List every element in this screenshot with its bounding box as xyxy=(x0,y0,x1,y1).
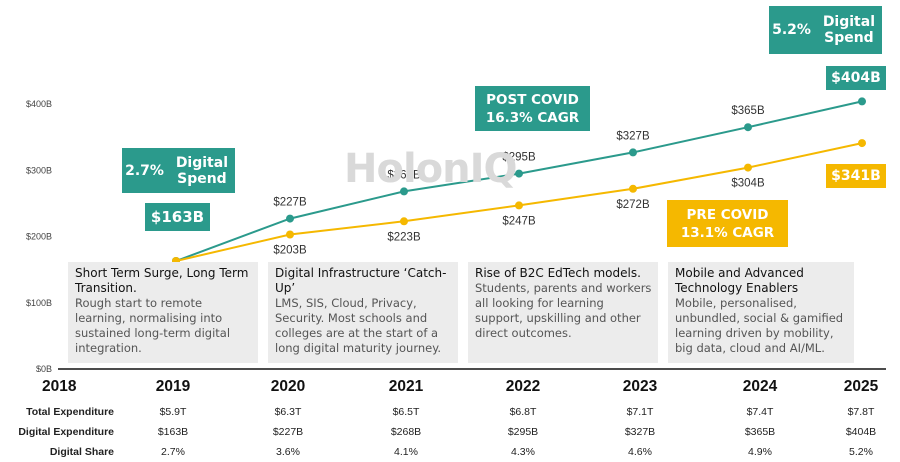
table-cell: $268B xyxy=(390,426,422,438)
end-value-pre-box: $341B xyxy=(826,164,886,188)
start-digital-pct: 2.7% xyxy=(125,162,164,179)
table-cell: $227B xyxy=(272,426,304,438)
expenditure-table: 2018 2019 2020 2021 2022 2023 2024 2025 … xyxy=(0,372,900,462)
data-point xyxy=(744,123,752,132)
callout-title: Short Term Surge, Long Term Transition. xyxy=(75,266,249,295)
table-cell: $6.5T xyxy=(392,406,420,418)
year-label: 2020 xyxy=(270,378,306,395)
start-value-box: $163B xyxy=(145,203,210,231)
end-digital-spend-box: 5.2% Digital Spend xyxy=(769,6,882,54)
year-label: 2024 xyxy=(742,378,778,395)
post-covid-box: POST COVID 16.3% CAGR xyxy=(475,86,590,131)
data-point xyxy=(286,214,294,223)
table-cell: $6.8T xyxy=(509,406,537,418)
data-point xyxy=(744,163,752,172)
pre-covid-box: PRE COVID 13.1% CAGR xyxy=(667,200,788,247)
table-row: Digital Expenditure $163B $227B $268B $2… xyxy=(0,422,900,442)
callout-2022: Rise of B2C EdTech models. Students, par… xyxy=(468,262,658,363)
data-label: $247B xyxy=(502,215,536,227)
row-label: Total Expenditure xyxy=(26,406,114,418)
data-label: $223B xyxy=(387,231,421,243)
pre-covid-title: PRE COVID xyxy=(686,206,769,223)
data-label: $365B xyxy=(731,105,765,117)
table-cell: 2.7% xyxy=(161,446,185,458)
data-label: $272B xyxy=(616,199,650,211)
table-cell: 4.1% xyxy=(394,446,418,458)
year-label: 2022 xyxy=(505,378,541,395)
callout-body: Rough start to remote learning, normalis… xyxy=(75,296,231,355)
table-cell: $365B xyxy=(744,426,776,438)
data-label: $295B xyxy=(502,152,536,164)
year-label: 2018 xyxy=(42,378,77,395)
data-point xyxy=(629,184,637,193)
callout-body: Mobile, personalised, unbundled, social … xyxy=(675,296,844,355)
year-header-row: 2018 2019 2020 2021 2022 2023 2024 2025 xyxy=(0,372,900,402)
data-label: $304B xyxy=(731,178,765,190)
year-label: 2021 xyxy=(388,378,424,395)
y-tick-label: $100B xyxy=(26,298,52,308)
table-cell: $7.8T xyxy=(847,406,875,418)
year-label: 2025 xyxy=(843,378,879,395)
table-cell: 4.3% xyxy=(511,446,535,458)
y-tick-label: $300B xyxy=(26,165,52,175)
data-label: $227B xyxy=(273,197,307,209)
row-label: Digital Expenditure xyxy=(18,426,114,438)
line-chart: $0B $100B $200B $300B $400B $227B $268B $295B $3… xyxy=(26,97,886,372)
watermark: HolonIQ xyxy=(344,146,518,192)
callout-title: Mobile and Advanced Technology Enablers xyxy=(675,266,804,295)
data-point xyxy=(400,187,408,196)
table-cell: 4.9% xyxy=(748,446,772,458)
callout-body: LMS, SIS, Cloud, Privacy, Security. Most… xyxy=(275,296,442,355)
table-cell: $404B xyxy=(845,426,877,438)
data-point xyxy=(286,230,294,239)
start-digital-spend-box: 2.7% Digital Spend xyxy=(122,148,235,193)
post-covid-title: POST COVID xyxy=(486,91,579,108)
table-cell: $7.4T xyxy=(746,406,774,418)
end-value-post-box: $404B xyxy=(826,66,886,90)
start-digital-text: Digital Spend xyxy=(175,154,228,187)
year-label: 2023 xyxy=(622,378,658,395)
y-tick-label: $0B xyxy=(36,364,52,372)
data-label: $327B xyxy=(616,130,650,142)
table-row: Digital Share 2.7% 3.6% 4.1% 4.3% 4.6% 4… xyxy=(0,442,900,462)
table-row: Total Expenditure $5.9T $6.3T $6.5T $6.8… xyxy=(0,402,900,422)
callout-title: Digital Infrastructure ‘Catch-Up’ xyxy=(275,266,447,295)
data-label: $203B xyxy=(273,245,307,257)
row-label: Digital Share xyxy=(49,446,114,458)
data-point xyxy=(515,169,523,178)
end-digital-pct: 5.2% xyxy=(772,22,811,38)
table-cell: 5.2% xyxy=(849,446,873,458)
data-point xyxy=(858,139,866,148)
data-point xyxy=(629,148,637,157)
callout-body: Students, parents and workers all lookin… xyxy=(475,281,652,340)
table-cell: $7.1T xyxy=(626,406,654,418)
end-digital-text: Digital Spend xyxy=(822,14,875,46)
y-tick-label: $400B xyxy=(26,99,52,109)
pre-covid-cagr: 13.1% CAGR xyxy=(680,224,775,241)
data-point xyxy=(400,217,408,226)
table-cell: $6.3T xyxy=(274,406,302,418)
table-cell: $163B xyxy=(157,426,189,438)
table-cell: $295B xyxy=(507,426,539,438)
table-cell: $327B xyxy=(624,426,656,438)
table-cell: 3.6% xyxy=(276,446,300,458)
callout-2024: Mobile and Advanced Technology Enablers … xyxy=(668,262,854,363)
callout-title: Rise of B2C EdTech models. xyxy=(475,266,641,280)
data-point xyxy=(858,97,866,106)
data-label: $268B xyxy=(387,169,421,181)
post-covid-cagr: 16.3% CAGR xyxy=(485,109,580,126)
callout-2019: Short Term Surge, Long Term Transition. … xyxy=(68,262,258,363)
table-cell: 4.6% xyxy=(628,446,652,458)
table-cell: $5.9T xyxy=(159,406,187,418)
year-label: 2019 xyxy=(155,378,191,395)
data-point xyxy=(515,201,523,210)
callout-2020: Digital Infrastructure ‘Catch-Up’ LMS, S… xyxy=(268,262,458,363)
y-tick-label: $200B xyxy=(26,232,52,242)
